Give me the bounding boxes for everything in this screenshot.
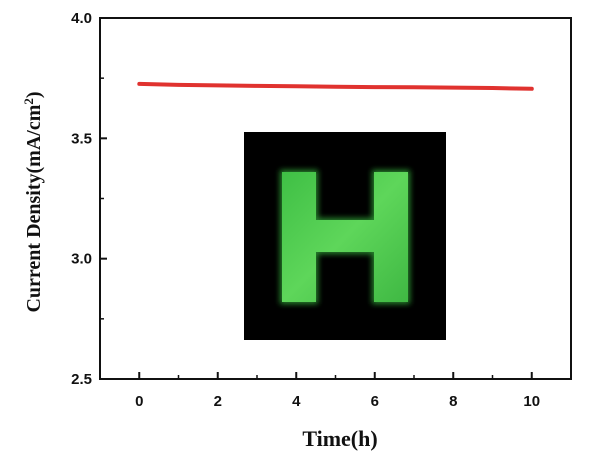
series-layer bbox=[137, 81, 534, 91]
x-tick-label: 6 bbox=[371, 393, 379, 410]
y-tick-label: 3.5 bbox=[71, 130, 92, 147]
x-tick-label: 0 bbox=[135, 393, 143, 410]
axes bbox=[99, 17, 572, 380]
x-tick-label: 4 bbox=[292, 393, 301, 410]
x-tick-label: 8 bbox=[449, 393, 457, 410]
y-tick-label: 4.0 bbox=[71, 10, 92, 27]
y-axis-title: Current Density(mA/cm2) bbox=[21, 91, 46, 312]
inset-photo bbox=[244, 132, 446, 340]
y-tick-label: 2.5 bbox=[71, 371, 92, 388]
x-tick-label: 2 bbox=[214, 393, 222, 410]
tick-labels: 0 2 4 6 8 10 2.5 3.0 3.5 4.0 bbox=[71, 10, 540, 410]
series-line bbox=[137, 81, 534, 91]
x-tick-label: 10 bbox=[523, 393, 540, 410]
glowing-h-letter-icon bbox=[280, 170, 410, 304]
y-axis-title-superscript: 2 bbox=[21, 98, 36, 105]
y-axis-title-close: ) bbox=[23, 91, 45, 98]
y-tick-label: 3.0 bbox=[71, 251, 92, 268]
x-axis-title: Time(h) bbox=[302, 426, 377, 451]
y-axis-title-main: Current Density(mA/cm bbox=[23, 104, 45, 312]
